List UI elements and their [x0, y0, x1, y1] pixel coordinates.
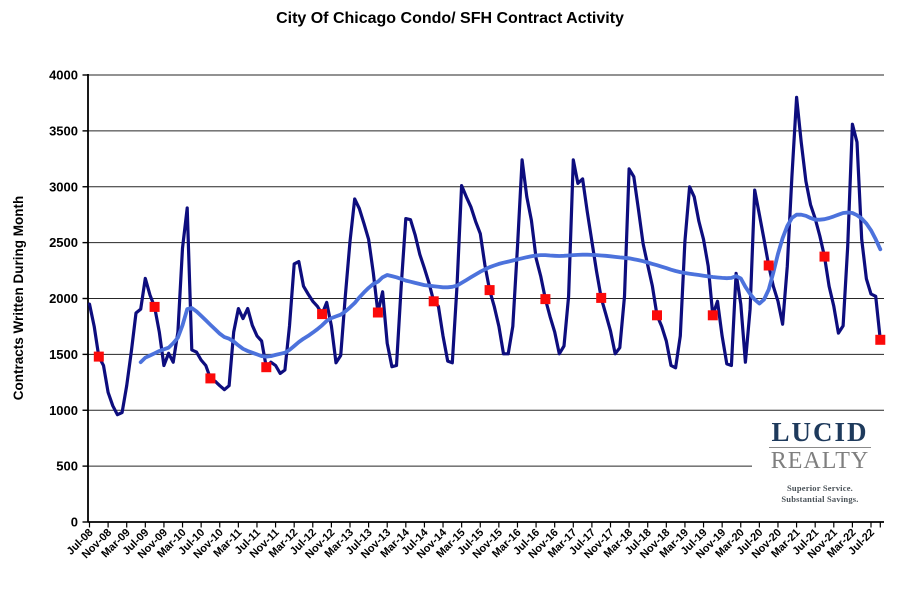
monthly-series-line: [87, 95, 882, 417]
x-axis-labels: Jul-08Nov-08Mar-09Jul-09Nov-09Mar-10Jul-…: [65, 526, 877, 561]
logo-word-lucid: LUCID: [771, 417, 869, 447]
y-tick-label: 1000: [49, 403, 78, 418]
chart-title: City Of Chicago Condo/ SFH Contract Acti…: [276, 10, 624, 27]
september-marker: [875, 334, 886, 345]
y-axis-ticks: 0 500 1000 1500 2000 2500 3000 3500 4000: [49, 68, 88, 530]
y-tick-label: 3000: [49, 179, 78, 194]
september-marker: [819, 251, 830, 262]
september-marker: [205, 373, 216, 384]
logo-tagline-line1: Superior Service.: [786, 483, 854, 493]
y-tick-label: 0: [71, 515, 78, 530]
september-marker: [484, 285, 495, 296]
september-marker: [149, 301, 160, 312]
september-markers: [93, 251, 886, 384]
september-marker: [317, 309, 328, 320]
september-marker: [372, 307, 383, 318]
lucid-realty-logo: LUCID REALTY Superior Service. Substanti…: [752, 418, 888, 516]
september-marker: [652, 310, 662, 321]
september-marker: [596, 292, 607, 303]
september-marker: [261, 362, 272, 373]
y-tick-label: 500: [56, 459, 78, 474]
september-marker: [540, 294, 551, 305]
september-marker: [428, 296, 439, 307]
logo-word-realty: REALTY: [770, 448, 870, 474]
september-marker: [93, 351, 104, 362]
september-marker: [763, 260, 774, 271]
logo-tagline: Superior Service. Substantial Savings.: [752, 483, 888, 504]
y-tick-label: 4000: [49, 68, 78, 83]
logo-divider-line: [769, 447, 871, 448]
y-tick-label: 2000: [49, 291, 78, 306]
y-tick-label: 1500: [49, 347, 78, 362]
y-tick-label: 3500: [49, 123, 78, 138]
y-axis-title: Contracts Written During Month: [11, 196, 26, 400]
x-axis-ticks: [88, 522, 881, 528]
moving-average-line: [138, 210, 883, 365]
september-marker: [707, 310, 718, 321]
y-tick-label: 2500: [49, 235, 78, 250]
logo-tagline-line2: Substantial Savings.: [781, 493, 859, 504]
